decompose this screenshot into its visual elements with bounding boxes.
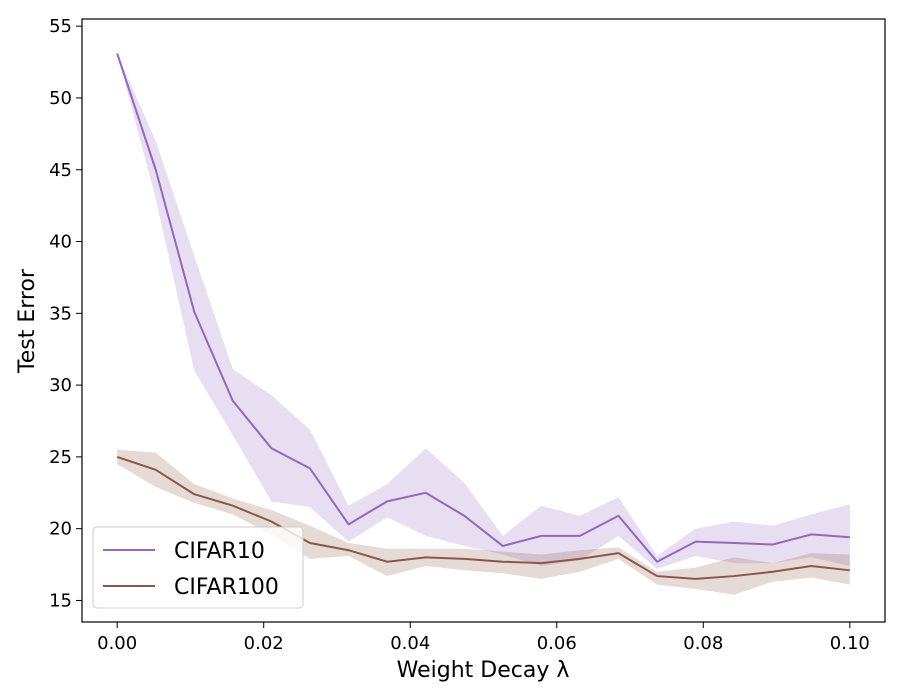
legend-box — [92, 526, 304, 609]
point-cifar10 — [733, 542, 736, 545]
legend: CIFAR10 CIFAR100 — [92, 526, 304, 609]
legend-label-cifar100: CIFAR100 — [174, 575, 279, 600]
y-tick-label: 35 — [49, 303, 72, 324]
point-cifar100 — [116, 455, 119, 458]
point-cifar10 — [116, 52, 119, 55]
y-tick-label: 45 — [49, 160, 72, 181]
x-tick-label: 0.10 — [830, 633, 870, 654]
y-tick-label: 50 — [49, 88, 72, 109]
point-cifar10 — [308, 467, 311, 470]
point-cifar10 — [656, 560, 659, 563]
x-tick-label: 0.00 — [97, 633, 137, 654]
point-cifar10 — [810, 533, 813, 536]
point-cifar10 — [193, 310, 196, 313]
x-tick-label: 0.04 — [390, 633, 430, 654]
point-cifar10 — [578, 534, 581, 537]
point-cifar10 — [463, 514, 466, 517]
point-cifar100 — [270, 520, 273, 523]
point-cifar100 — [810, 565, 813, 568]
point-cifar100 — [617, 552, 620, 555]
plot-frame — [81, 18, 886, 623]
legend-label-cifar10: CIFAR10 — [174, 539, 265, 564]
point-cifar100 — [193, 493, 196, 496]
confidence-bands — [117, 53, 850, 595]
y-tick-label: 15 — [49, 590, 72, 611]
point-cifar100 — [308, 542, 311, 545]
band-cifar10 — [117, 53, 850, 569]
point-cifar10 — [347, 523, 350, 526]
y-tick-label: 55 — [49, 16, 72, 37]
point-cifar100 — [231, 504, 234, 507]
x-axis-label: Weight Decay λ — [397, 658, 570, 683]
point-cifar10 — [848, 536, 851, 539]
point-cifar10 — [424, 491, 427, 494]
point-cifar100 — [694, 577, 697, 580]
point-cifar100 — [733, 575, 736, 578]
point-cifar100 — [154, 468, 157, 471]
y-tick-label: 20 — [49, 519, 72, 540]
x-tick-label: 0.02 — [244, 633, 284, 654]
line-cifar10 — [116, 53, 850, 563]
point-cifar100 — [424, 556, 427, 559]
line-cifar100 — [116, 455, 850, 580]
x-axis-ticks: 0.00 0.02 0.04 0.06 0.08 0.10 — [97, 622, 870, 654]
x-tick-label: 0.06 — [537, 633, 577, 654]
point-cifar100 — [578, 557, 581, 560]
point-cifar10 — [231, 399, 234, 402]
point-cifar10 — [386, 500, 389, 503]
point-cifar100 — [540, 562, 543, 565]
y-axis-ticks: 15 20 25 30 35 40 45 50 55 — [49, 16, 82, 611]
series-lines — [116, 52, 851, 580]
point-cifar10 — [270, 447, 273, 450]
point-cifar10 — [617, 514, 620, 517]
point-cifar10 — [694, 540, 697, 543]
y-axis-label: Test Error — [15, 268, 40, 374]
x-tick-label: 0.08 — [683, 633, 723, 654]
y-tick-label: 25 — [49, 447, 72, 468]
point-cifar10 — [771, 543, 774, 546]
point-cifar100 — [463, 557, 466, 560]
point-cifar100 — [386, 560, 389, 563]
point-cifar100 — [771, 570, 774, 573]
band-cifar100 — [117, 449, 850, 595]
point-cifar100 — [501, 560, 504, 563]
y-tick-label: 40 — [49, 232, 72, 253]
point-cifar10 — [154, 168, 157, 171]
point-cifar10 — [501, 544, 504, 547]
point-cifar10 — [540, 534, 543, 537]
point-cifar100 — [347, 549, 350, 552]
point-cifar100 — [848, 569, 851, 572]
y-tick-label: 30 — [49, 375, 72, 396]
point-cifar100 — [656, 575, 659, 578]
